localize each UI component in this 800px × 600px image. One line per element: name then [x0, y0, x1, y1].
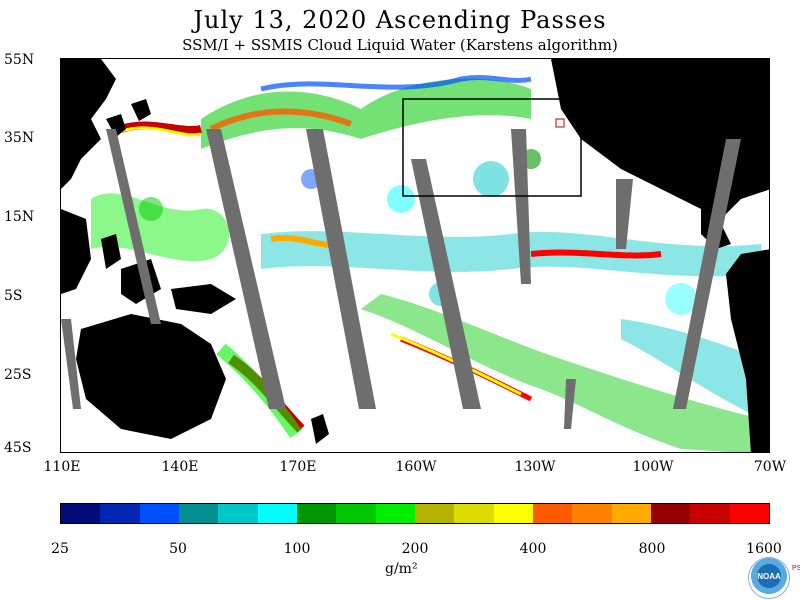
land-masses: [61, 59, 769, 452]
map-title: July 13, 2020 Ascending Passes: [193, 6, 607, 34]
colorbar-label-50: 50: [169, 541, 187, 557]
colorbar-swatch: [414, 504, 455, 523]
colorbar-swatch: [690, 504, 730, 523]
noaa-logo-icon: NOAA: [748, 557, 790, 599]
colorbar-swatch: [100, 504, 140, 523]
colorbar-swatch: [611, 504, 651, 523]
colorbar-swatch: [218, 504, 258, 523]
lat-label-45s: 45S: [4, 440, 32, 456]
colorbar-swatch: [336, 504, 376, 523]
colorbar-swatch: [650, 504, 691, 523]
colorbar-label-1600: 1600: [746, 541, 782, 557]
colorbar-label-100: 100: [283, 541, 311, 557]
colorbar-swatch: [178, 504, 219, 523]
psl-mark: PSL: [792, 565, 800, 572]
colorbar-units: g/m²: [385, 561, 418, 577]
lat-label-15n: 15N: [4, 209, 35, 225]
lon-label-70w: 70W: [753, 459, 787, 475]
colorbar-swatch: [454, 504, 494, 523]
colorbar-label-800: 800: [638, 541, 666, 557]
lon-label-130w: 130W: [514, 459, 556, 475]
colorbar-swatch: [572, 504, 612, 523]
lat-label-5s: 5S: [4, 288, 23, 304]
map-panel: [60, 58, 770, 453]
lon-label-140e: 140E: [161, 459, 199, 475]
colorbar-swatch: [61, 504, 101, 523]
colorbar-swatch: [139, 504, 179, 523]
colorbar-swatch: [375, 504, 415, 523]
lon-label-110e: 110E: [43, 459, 81, 475]
colorbar-swatch: [296, 504, 337, 523]
colorbar-swatch: [257, 504, 297, 523]
swath-gaps: [61, 129, 741, 429]
colorbar-label-25: 25: [51, 541, 69, 557]
lat-label-55n: 55N: [4, 52, 35, 68]
colorbar: [60, 503, 770, 524]
colorbar-swatch: [532, 504, 573, 523]
colorbar-swatch: [729, 504, 769, 523]
noaa-logo-text: NOAA: [757, 572, 781, 581]
map-canvas: [61, 59, 769, 452]
lon-label-170e: 170E: [279, 459, 317, 475]
lon-label-160w: 160W: [395, 459, 437, 475]
map-subtitle: SSM/I + SSMIS Cloud Liquid Water (Karste…: [182, 36, 618, 54]
lon-label-100w: 100W: [632, 459, 674, 475]
lat-label-35n: 35N: [4, 130, 35, 146]
colorbar-swatch: [493, 504, 533, 523]
region-box: [402, 98, 582, 197]
colorbar-label-200: 200: [401, 541, 429, 557]
colorbar-label-400: 400: [519, 541, 547, 557]
lat-label-25s: 25S: [4, 367, 32, 383]
region-marker: [555, 118, 565, 128]
